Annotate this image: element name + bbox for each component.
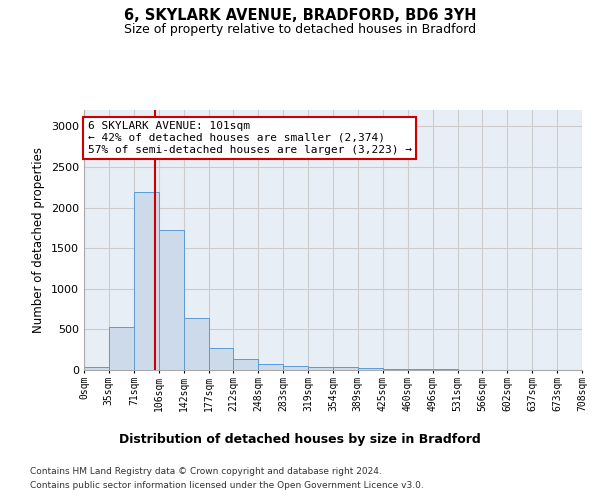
Bar [283, 366, 308, 370]
Text: Size of property relative to detached houses in Bradford: Size of property relative to detached ho… [124, 22, 476, 36]
Bar [259, 364, 283, 370]
Bar [84, 367, 109, 370]
Bar [407, 369, 433, 370]
Bar [233, 360, 259, 370]
Bar [358, 368, 383, 370]
Bar [209, 348, 233, 370]
Bar [308, 367, 333, 370]
Text: Distribution of detached houses by size in Bradford: Distribution of detached houses by size … [119, 432, 481, 446]
Bar [134, 192, 158, 370]
Text: 6, SKYLARK AVENUE, BRADFORD, BD6 3YH: 6, SKYLARK AVENUE, BRADFORD, BD6 3YH [124, 8, 476, 22]
Bar [109, 328, 134, 370]
Bar [333, 367, 358, 370]
Bar [158, 230, 184, 370]
Bar [383, 369, 407, 370]
Text: Contains public sector information licensed under the Open Government Licence v3: Contains public sector information licen… [30, 481, 424, 490]
Bar [184, 318, 209, 370]
Y-axis label: Number of detached properties: Number of detached properties [32, 147, 46, 333]
Text: Contains HM Land Registry data © Crown copyright and database right 2024.: Contains HM Land Registry data © Crown c… [30, 468, 382, 476]
Text: 6 SKYLARK AVENUE: 101sqm
← 42% of detached houses are smaller (2,374)
57% of sem: 6 SKYLARK AVENUE: 101sqm ← 42% of detach… [88, 122, 412, 154]
